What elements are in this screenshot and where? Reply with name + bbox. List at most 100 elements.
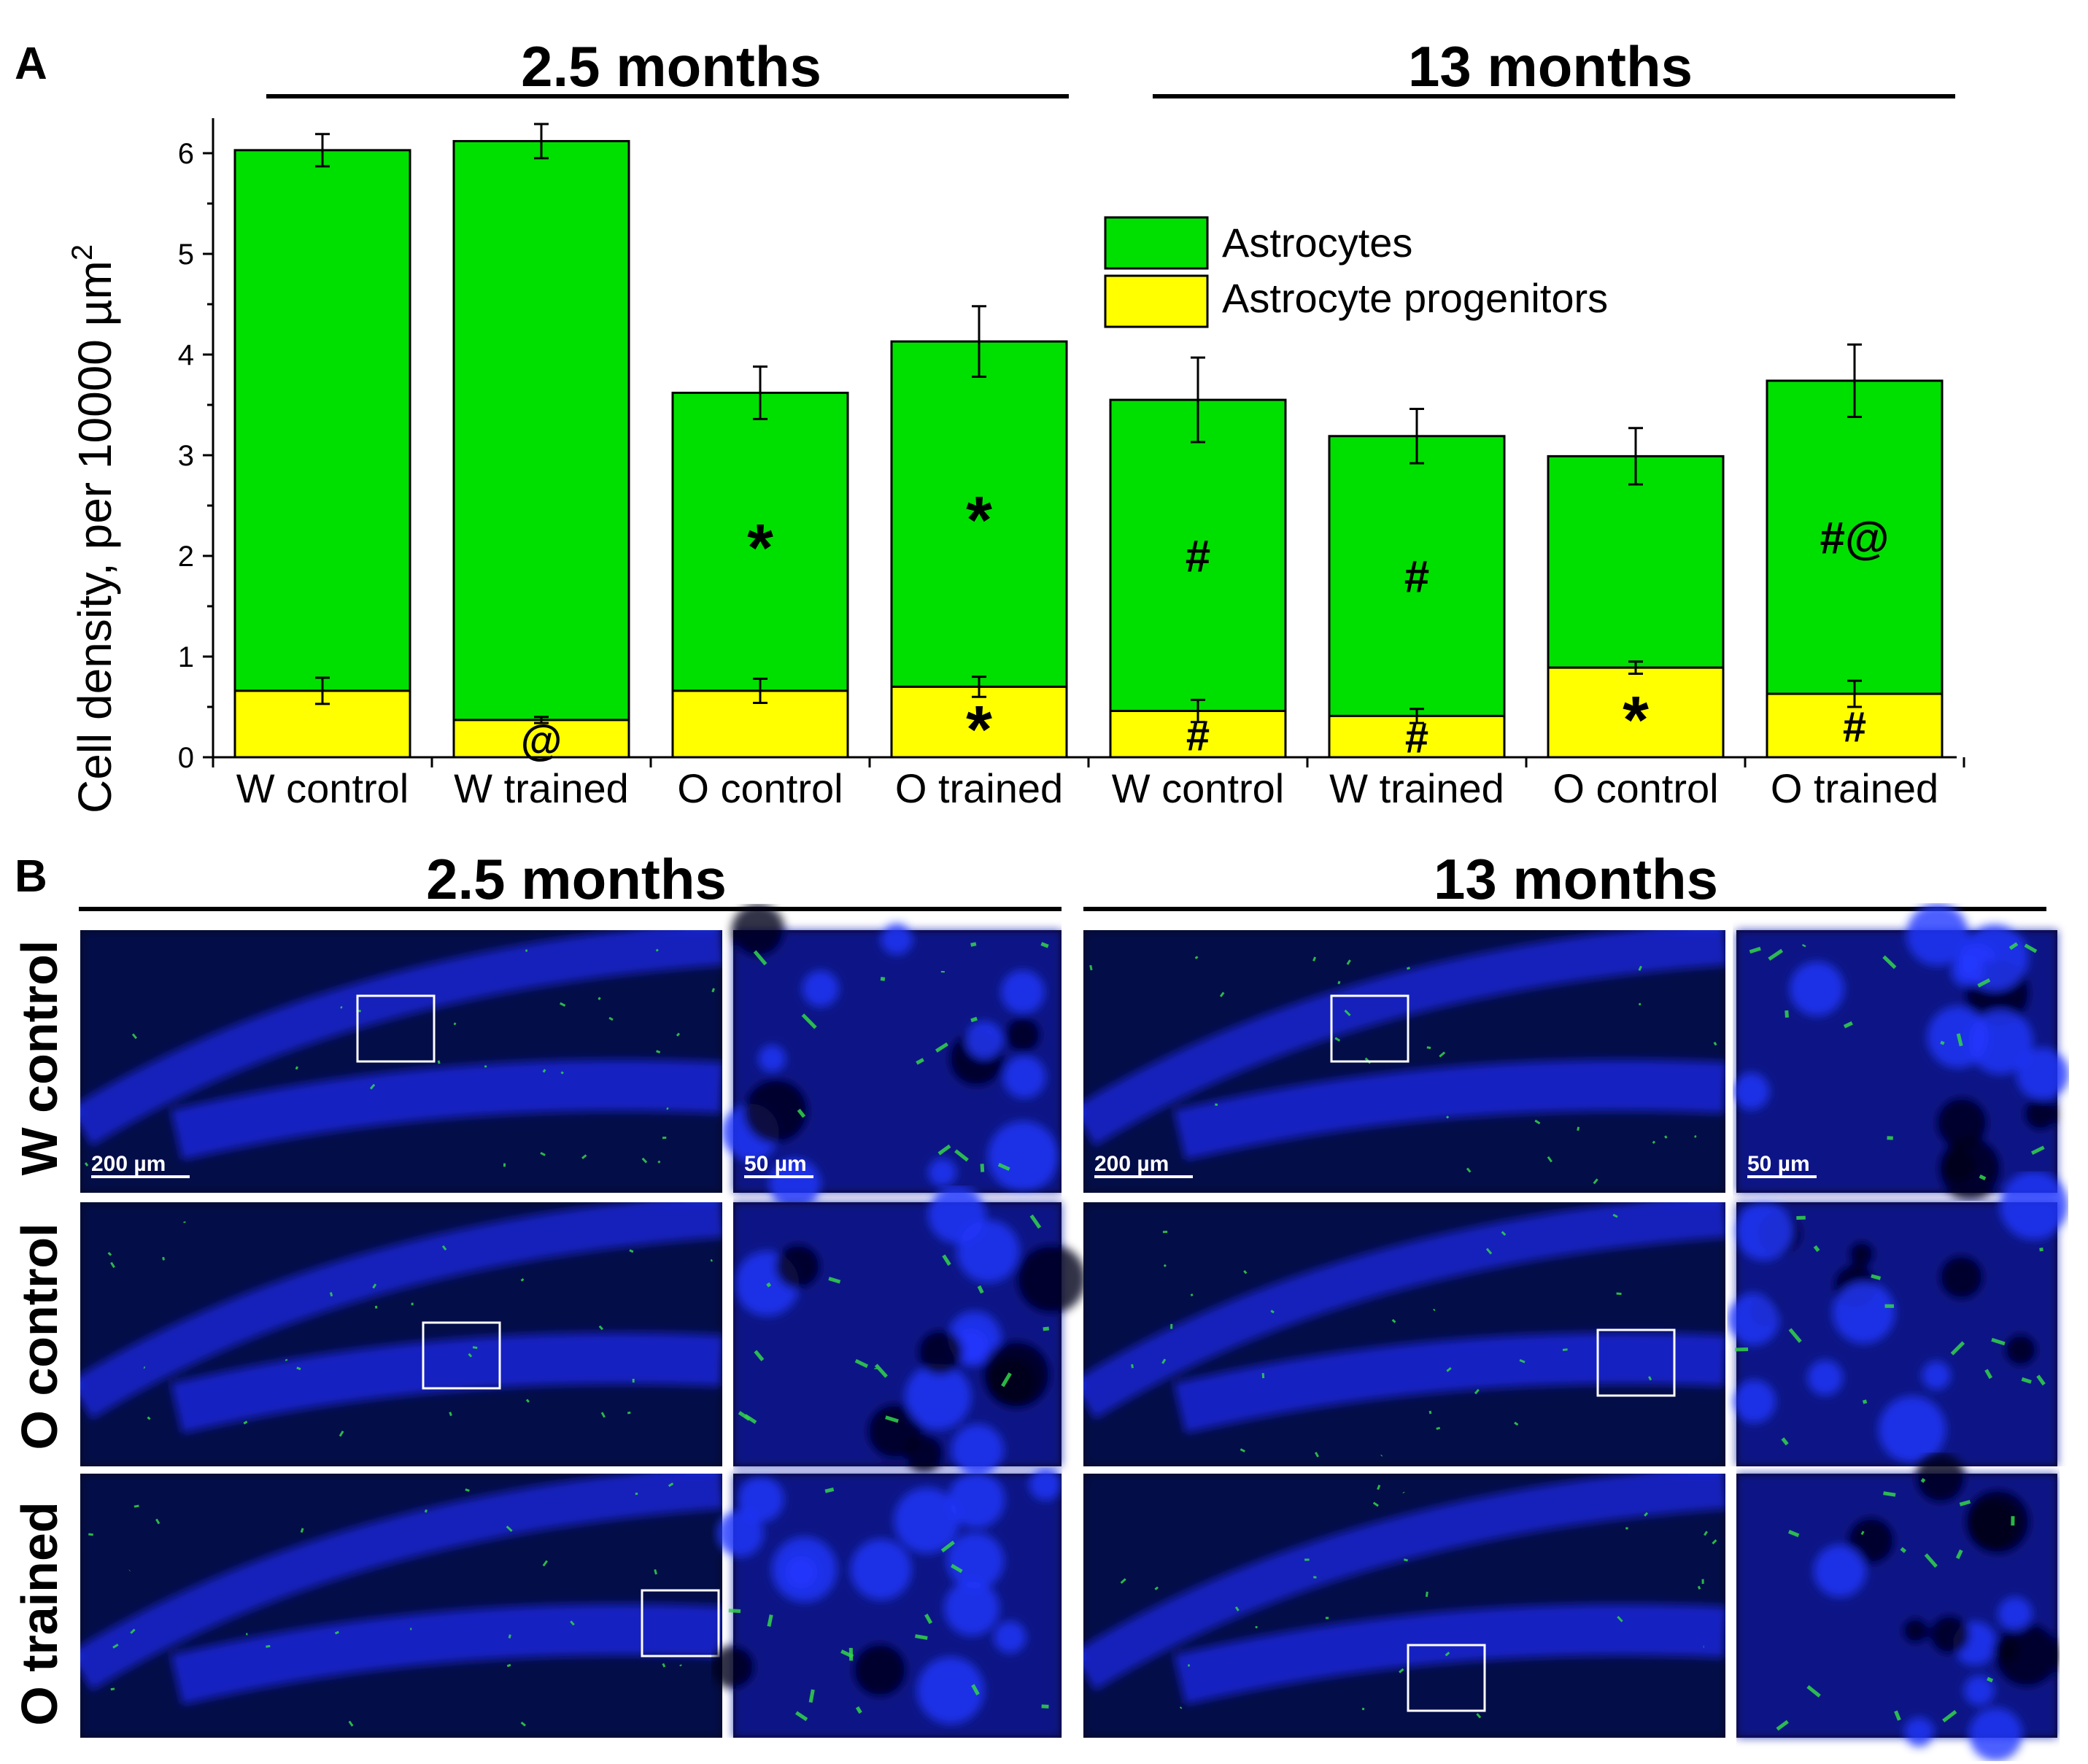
astrocyte-process bbox=[424, 1509, 428, 1513]
astrocyte-process bbox=[1391, 1318, 1396, 1323]
astrocyte-process bbox=[1312, 956, 1317, 962]
astrocyte-process bbox=[1190, 1293, 1194, 1297]
micrograph-panel bbox=[69, 1465, 724, 1738]
astrocyte-process bbox=[808, 1689, 815, 1703]
y-tick-label: 4 bbox=[178, 339, 194, 371]
astrocyte-process bbox=[1801, 943, 1806, 948]
nucleus-blob bbox=[1902, 1617, 1929, 1644]
astrocyte-process bbox=[753, 950, 767, 966]
astrocyte-process bbox=[1813, 1245, 1820, 1253]
nucleus-blob bbox=[759, 1045, 786, 1072]
bar-astrocytes bbox=[452, 139, 630, 722]
nucleus-blob bbox=[1998, 1597, 2032, 1630]
nucleus-blob bbox=[1814, 1544, 1866, 1597]
tissue-layer bbox=[1733, 903, 2069, 1201]
nucleus-blob bbox=[1004, 1016, 1042, 1053]
astrocyte-process bbox=[1425, 1591, 1428, 1598]
nucleus-blob bbox=[716, 1509, 763, 1557]
bar-astrocytes bbox=[233, 149, 411, 692]
micrograph-panel: 200 µm bbox=[69, 921, 724, 1193]
micrograph-panel: 50 µm bbox=[1733, 903, 2069, 1201]
astrocyte-process bbox=[1476, 1713, 1482, 1719]
astrocyte-process bbox=[449, 1412, 452, 1417]
astrocyte-process bbox=[668, 1482, 674, 1488]
astrocyte-process bbox=[1843, 1021, 1853, 1029]
astrocyte-process bbox=[1950, 1341, 1965, 1355]
astrocyte-process bbox=[608, 1016, 614, 1021]
astrocyte-process bbox=[743, 1414, 757, 1424]
nucleus-blob bbox=[1929, 1614, 1970, 1655]
astrocyte-process bbox=[2031, 1145, 2045, 1155]
nucleus-blob bbox=[1951, 954, 1984, 987]
astrocyte-process bbox=[1163, 1264, 1167, 1267]
nucleus-blob bbox=[1968, 1009, 2033, 1074]
astrocyte-process bbox=[506, 1663, 511, 1668]
nucleus-blob bbox=[1906, 903, 1969, 966]
astrocyte-process bbox=[1314, 1452, 1319, 1458]
astrocyte-process bbox=[797, 1108, 806, 1118]
y-tick-label: 3 bbox=[178, 440, 194, 472]
astrocyte-process bbox=[130, 1628, 136, 1634]
astrocyte-process bbox=[1501, 1231, 1507, 1237]
nucleus-blob bbox=[928, 1185, 986, 1243]
astrocyte-process bbox=[840, 1649, 854, 1659]
astrocyte-process bbox=[1647, 1376, 1652, 1381]
bar-astrocytes bbox=[1328, 435, 1506, 717]
astrocyte-process bbox=[295, 1066, 298, 1070]
nucleus-blob bbox=[1964, 1488, 2031, 1555]
x-category-label: O trained bbox=[895, 765, 1063, 811]
annotation-progenitors: @ bbox=[521, 716, 562, 764]
tissue-layer bbox=[733, 1185, 1086, 1476]
nucleus-blob bbox=[1833, 1282, 1895, 1344]
astrocyte-process bbox=[2036, 1374, 2046, 1386]
nucleus-blob bbox=[894, 1488, 959, 1553]
astrocyte-process bbox=[1219, 991, 1225, 997]
astrocyte-process bbox=[1776, 1719, 1789, 1731]
micrograph-panel bbox=[1072, 1465, 1728, 1738]
nucleus-blob bbox=[731, 904, 785, 958]
astrocyte-process bbox=[824, 1487, 835, 1493]
astrocyte-process bbox=[1987, 1676, 1994, 1683]
astrocyte-process bbox=[110, 1261, 115, 1269]
scale-bar-label: 50 µm bbox=[1747, 1152, 1810, 1176]
astrocyte-process bbox=[1255, 1625, 1258, 1629]
astrocyte-process bbox=[935, 1042, 948, 1053]
astrocyte-process bbox=[1243, 1269, 1248, 1274]
nucleus-blob bbox=[904, 1434, 944, 1474]
astrocyte-process bbox=[1991, 1337, 2006, 1346]
tissue-layer bbox=[69, 921, 724, 1193]
astrocyte-process bbox=[627, 1411, 631, 1415]
group-title-young: 2.5 months bbox=[521, 34, 821, 98]
micrograph-grid: 200 µm 50 µm 200 µm 50 µm bbox=[69, 903, 2069, 1761]
astrocyte-process bbox=[1361, 1707, 1365, 1711]
astrocyte-process bbox=[1445, 1651, 1450, 1657]
tissue-layer bbox=[711, 1467, 1062, 1738]
astrocyte-process bbox=[855, 1706, 862, 1714]
scale-bar-label: 200 µm bbox=[1094, 1152, 1169, 1176]
astrocyte-process bbox=[1313, 1576, 1317, 1579]
astrocyte-process bbox=[1439, 1051, 1446, 1058]
legend-swatch-progenitors bbox=[1104, 274, 1209, 328]
astrocyte-process bbox=[2008, 942, 2019, 951]
nucleus-blob bbox=[1733, 1073, 1769, 1110]
legend-label-progenitors: Astrocyte progenitors bbox=[1222, 275, 1608, 321]
astrocyte-process bbox=[1781, 1437, 1789, 1446]
astrocyte-process bbox=[598, 1325, 604, 1331]
nucleus-blob bbox=[1808, 1360, 1843, 1396]
nucleus-blob bbox=[981, 1340, 1051, 1409]
astrocyte-process bbox=[657, 1160, 661, 1164]
astrocyte-process bbox=[542, 1069, 546, 1073]
nucleus-blob bbox=[1964, 1676, 1994, 1706]
astrocyte-process bbox=[1612, 1213, 1618, 1218]
nucleus-blob bbox=[944, 1581, 999, 1636]
astrocyte-process bbox=[560, 1071, 564, 1075]
nucleus-blob bbox=[1914, 1452, 1966, 1504]
nucleus-blob bbox=[1733, 1380, 1776, 1423]
nucleus-blob bbox=[994, 1621, 1026, 1653]
astrocyte-process bbox=[977, 1285, 984, 1294]
astrocyte-process bbox=[1001, 1372, 1012, 1388]
nucleus-blob bbox=[803, 970, 839, 1007]
astrocyte-process bbox=[728, 1609, 741, 1613]
astrocyte-process bbox=[570, 1620, 575, 1626]
